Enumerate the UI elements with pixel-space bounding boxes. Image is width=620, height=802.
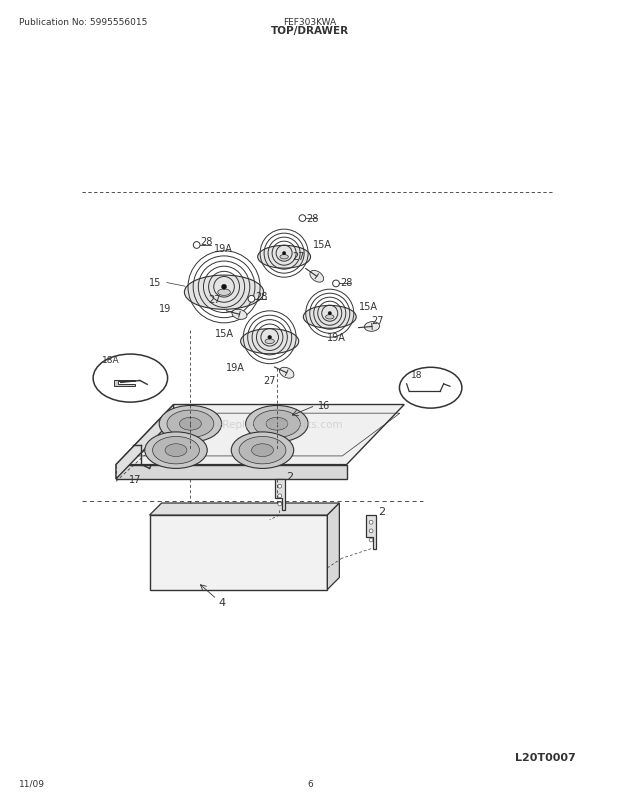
Circle shape [369,520,373,525]
Ellipse shape [310,271,324,283]
Text: eReplacementParts.com: eReplacementParts.com [216,419,343,429]
Text: 15: 15 [149,277,162,288]
Text: 2: 2 [286,471,294,481]
Text: L20T0007: L20T0007 [515,752,575,762]
Text: 17: 17 [129,475,141,484]
Text: 27: 27 [371,316,384,326]
Text: 27: 27 [264,375,276,385]
Ellipse shape [218,290,231,296]
Circle shape [221,285,226,290]
Circle shape [248,296,255,303]
Polygon shape [116,465,347,480]
Ellipse shape [167,411,214,438]
Text: 27: 27 [292,252,304,262]
Circle shape [193,242,200,249]
Ellipse shape [265,339,274,344]
Polygon shape [327,504,339,589]
Text: 15A: 15A [215,329,234,339]
Text: 19: 19 [159,304,171,314]
Ellipse shape [231,432,294,469]
Ellipse shape [280,255,288,260]
Text: 4: 4 [218,597,225,607]
Text: 28: 28 [255,292,268,302]
Text: 11/09: 11/09 [19,779,45,788]
Ellipse shape [365,322,379,332]
Polygon shape [149,516,327,589]
Text: 28: 28 [200,237,213,247]
Text: 19A: 19A [226,363,244,373]
Text: 18A: 18A [102,356,120,365]
Text: FEF303KWA: FEF303KWA [283,18,337,26]
Circle shape [283,252,286,256]
Ellipse shape [280,368,294,379]
Polygon shape [116,405,174,480]
Text: 16: 16 [317,400,330,410]
Text: 19A: 19A [215,244,233,254]
Polygon shape [149,504,339,516]
Text: 28: 28 [306,214,319,224]
Ellipse shape [246,406,308,443]
Polygon shape [116,405,404,465]
Ellipse shape [239,437,286,464]
Circle shape [278,502,281,506]
Ellipse shape [399,368,462,408]
Ellipse shape [232,310,247,320]
Ellipse shape [254,411,300,438]
Ellipse shape [184,276,264,310]
Circle shape [328,312,332,315]
Text: 2: 2 [378,507,385,516]
Ellipse shape [326,315,334,319]
Circle shape [369,529,373,533]
Ellipse shape [258,246,311,269]
Text: 15A: 15A [358,302,378,312]
Text: 18: 18 [410,371,422,379]
Ellipse shape [303,306,356,329]
Ellipse shape [144,432,207,469]
Ellipse shape [93,354,167,403]
Circle shape [278,484,281,488]
Ellipse shape [165,444,187,457]
Ellipse shape [266,418,288,431]
Text: 27: 27 [208,294,221,304]
Ellipse shape [252,444,273,457]
Polygon shape [275,480,285,511]
Polygon shape [113,380,135,387]
Text: 28: 28 [340,277,352,288]
Text: TOP/DRAWER: TOP/DRAWER [271,26,349,36]
Circle shape [299,216,306,222]
Text: 6: 6 [307,779,313,788]
Circle shape [369,538,373,542]
Circle shape [278,494,281,498]
Text: 15A: 15A [313,239,332,249]
Ellipse shape [179,418,202,431]
Polygon shape [366,516,376,549]
Ellipse shape [159,406,222,443]
Circle shape [333,281,339,287]
Ellipse shape [241,330,299,354]
Circle shape [268,336,272,340]
Text: 19A: 19A [327,333,346,342]
Text: Publication No: 5995556015: Publication No: 5995556015 [19,18,147,26]
Ellipse shape [153,437,200,464]
